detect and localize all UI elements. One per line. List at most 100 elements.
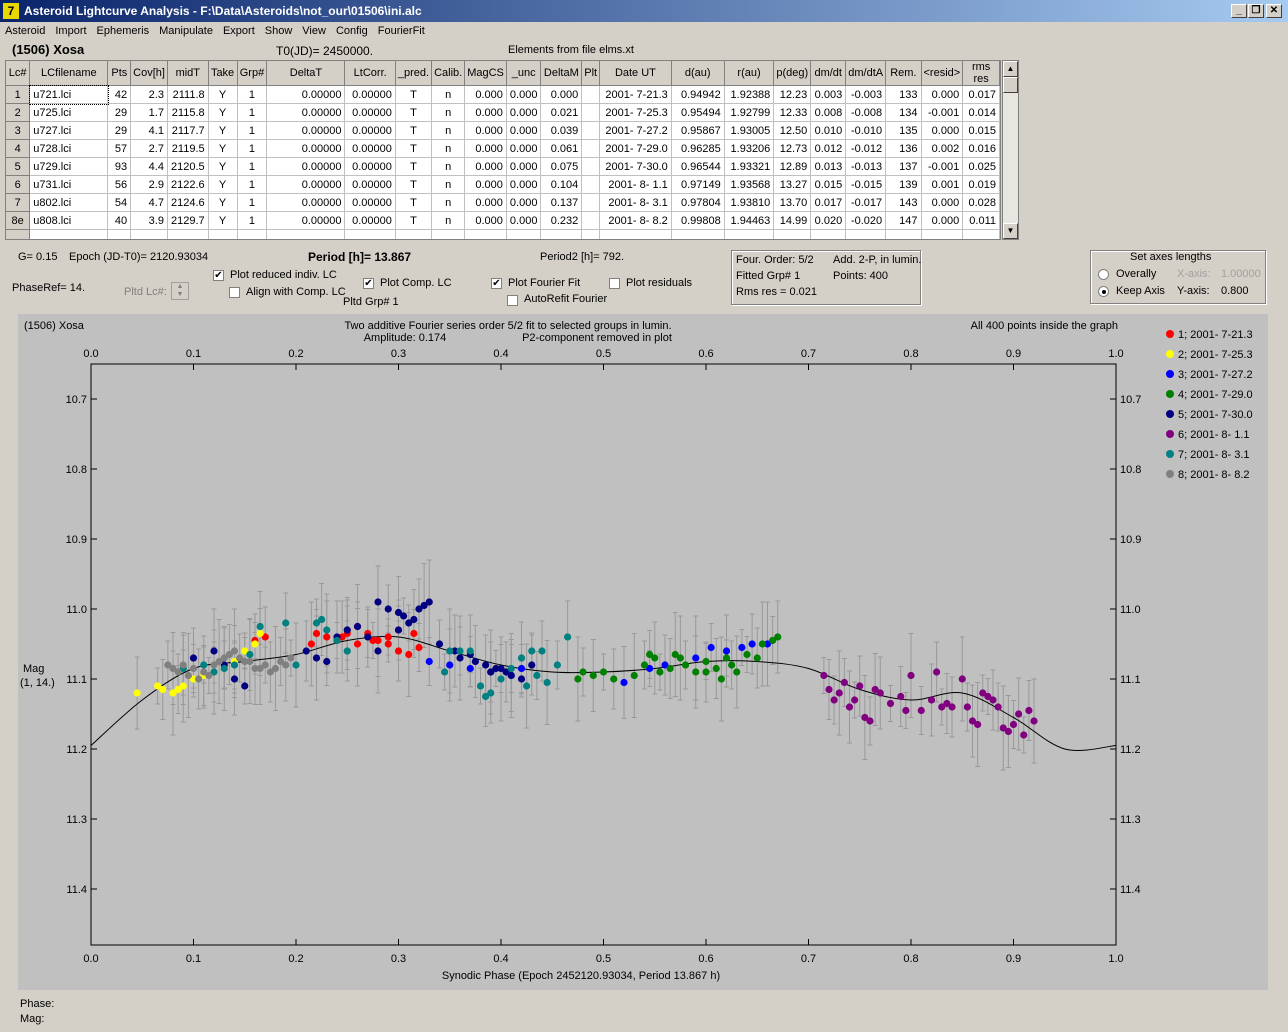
data-point[interactable] <box>277 657 285 666</box>
data-point[interactable] <box>476 682 485 690</box>
data-point[interactable] <box>169 689 177 697</box>
data-point[interactable] <box>979 689 987 697</box>
table-cell[interactable]: 29 <box>107 103 132 122</box>
data-point[interactable] <box>666 664 674 673</box>
data-point[interactable] <box>133 689 141 697</box>
data-point[interactable] <box>538 647 546 655</box>
table-cell[interactable] <box>581 211 601 230</box>
data-point[interactable] <box>446 647 454 655</box>
table-cell[interactable]: 0.00000 <box>344 139 396 158</box>
data-point[interactable] <box>441 668 449 676</box>
table-cell[interactable]: 0.001 <box>921 175 964 194</box>
table-cell[interactable]: -0.003 <box>845 85 887 104</box>
data-point[interactable] <box>835 689 843 697</box>
data-point[interactable] <box>543 678 551 687</box>
table-cell[interactable]: n <box>431 121 466 140</box>
table-cell[interactable]: 0.020 <box>810 211 847 230</box>
table-cell[interactable]: 1.7 <box>130 103 168 122</box>
autorefit-checkbox[interactable] <box>507 295 518 306</box>
data-point[interactable] <box>661 661 669 669</box>
table-cell[interactable]: 57 <box>107 139 132 158</box>
data-point[interactable] <box>415 605 423 613</box>
table-cell[interactable]: n <box>431 175 466 194</box>
data-point[interactable] <box>323 633 331 641</box>
table-cell[interactable]: 2129.7 <box>167 211 209 230</box>
data-point[interactable] <box>958 675 966 683</box>
table-cell[interactable]: 0.015 <box>962 121 1000 140</box>
table-cell[interactable]: 1 <box>237 175 268 194</box>
menu-export[interactable]: Export <box>222 25 255 37</box>
table-cell[interactable]: 2001- 7-25.3 <box>599 103 672 122</box>
table-cell[interactable]: 0.00000 <box>344 103 396 122</box>
data-point[interactable] <box>722 654 731 662</box>
data-point[interactable] <box>692 668 700 676</box>
table-cell[interactable]: 2001- 7-30.0 <box>599 157 672 176</box>
table-cell[interactable]: Y <box>208 121 238 140</box>
data-point[interactable] <box>394 608 403 617</box>
data-point[interactable] <box>179 661 187 669</box>
table-cell[interactable]: 1 <box>237 139 268 158</box>
table-cell[interactable]: T <box>395 157 433 176</box>
data-point[interactable] <box>241 682 249 690</box>
data-point[interactable] <box>302 647 310 655</box>
table-cell[interactable]: 0.000 <box>921 193 964 212</box>
column-header[interactable]: LCfilename <box>29 61 109 86</box>
row-header[interactable]: 4 <box>6 139 31 158</box>
table-cell[interactable] <box>581 121 601 140</box>
table-cell[interactable]: 12.50 <box>773 121 812 140</box>
data-point[interactable] <box>318 615 326 624</box>
column-header[interactable]: dm/dtA <box>845 61 887 86</box>
data-point[interactable] <box>195 675 203 683</box>
data-point[interactable] <box>702 668 710 676</box>
data-point[interactable] <box>897 692 905 701</box>
column-header[interactable]: Take <box>208 61 238 86</box>
data-point[interactable] <box>830 696 838 704</box>
table-cell[interactable]: T <box>395 85 433 104</box>
data-point[interactable] <box>169 664 177 673</box>
table-cell[interactable]: 0.000 <box>921 85 964 104</box>
table-cell[interactable]: u727.lci <box>29 121 109 140</box>
table-cell[interactable]: 2001- 8- 1.1 <box>599 175 672 194</box>
table-cell[interactable] <box>581 139 601 158</box>
column-header[interactable]: _unc <box>506 61 542 86</box>
data-point[interactable] <box>179 682 187 690</box>
data-point[interactable] <box>748 640 756 648</box>
table-cell[interactable]: 0.000 <box>464 139 507 158</box>
data-point[interactable] <box>722 647 731 655</box>
data-point[interactable] <box>256 664 264 673</box>
data-point[interactable] <box>312 629 321 638</box>
data-point[interactable] <box>651 654 659 662</box>
column-header[interactable]: d(au) <box>671 61 725 86</box>
data-point[interactable] <box>282 661 290 669</box>
data-point[interactable] <box>630 671 638 680</box>
plot-svg[interactable]: (1506) Xosa Two additive Fourier series … <box>18 314 1268 990</box>
row-header[interactable]: 6 <box>6 175 31 194</box>
table-cell[interactable]: 0.95867 <box>671 121 725 140</box>
table-cell[interactable]: 1.93321 <box>724 157 775 176</box>
table-cell[interactable]: T <box>395 121 433 140</box>
table-cell[interactable]: 0.000 <box>464 121 507 140</box>
table-cell[interactable]: 0.94942 <box>671 85 725 104</box>
table-cell[interactable]: 0.028 <box>962 193 1000 212</box>
data-point[interactable] <box>210 661 218 669</box>
data-point[interactable] <box>456 654 464 662</box>
table-cell[interactable]: 0.00000 <box>344 193 396 212</box>
data-point[interactable] <box>938 703 946 711</box>
data-point[interactable] <box>948 703 956 711</box>
table-cell[interactable]: 0.00000 <box>344 175 396 194</box>
column-header[interactable]: DeltaT <box>266 61 346 86</box>
table-cell[interactable]: 0.000 <box>506 175 542 194</box>
data-point[interactable] <box>717 675 725 683</box>
table-cell[interactable]: 4.7 <box>130 193 168 212</box>
data-point[interactable] <box>599 668 608 676</box>
data-point[interactable] <box>415 643 423 652</box>
data-point[interactable] <box>671 650 679 659</box>
data-point[interactable] <box>927 696 936 704</box>
table-cell[interactable]: 2.9 <box>130 175 168 194</box>
data-point[interactable] <box>553 661 561 669</box>
data-point[interactable] <box>1025 706 1033 715</box>
data-point[interactable] <box>374 598 382 606</box>
data-point[interactable] <box>225 650 233 659</box>
